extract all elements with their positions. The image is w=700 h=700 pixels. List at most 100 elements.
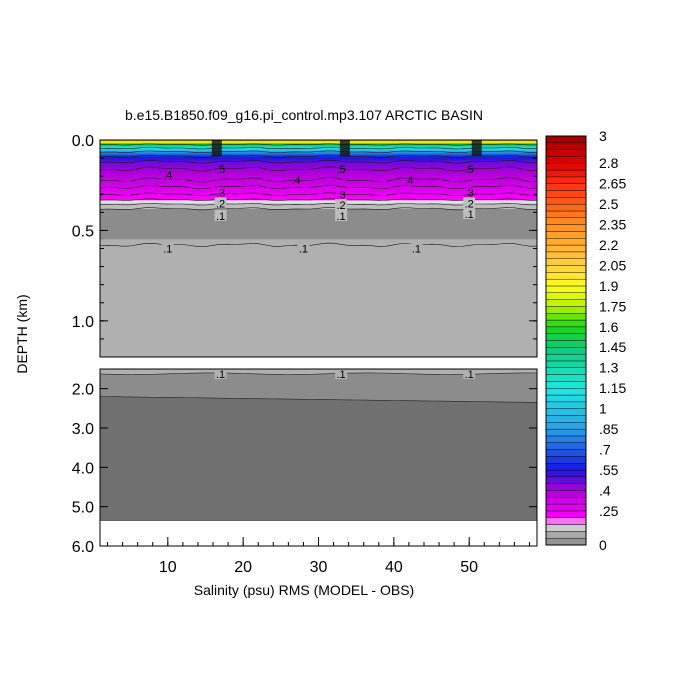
contour-label: .2 [337, 200, 346, 212]
y-tick-label: 1.0 [72, 314, 94, 331]
gradient-band [100, 193, 537, 196]
colorbar-box [545, 238, 587, 246]
gradient-band [100, 194, 537, 196]
colorbar-box [545, 176, 587, 184]
gradient-band [100, 184, 537, 186]
gradient-band [100, 175, 537, 177]
contour-cluster [471, 140, 482, 157]
x-axis-label: Salinity (psu) RMS (MODEL - OBS) [194, 582, 414, 598]
gradient-band [100, 166, 537, 168]
colorbar-label: .7 [599, 442, 611, 458]
colorbar-label: 2.2 [599, 237, 619, 253]
colorbar-box [545, 463, 587, 471]
y-tick-label: 0.0 [72, 133, 94, 150]
contour-label: .4 [163, 169, 172, 181]
gradient-band [100, 179, 537, 181]
gradient-band [100, 148, 537, 151]
gradient-band [100, 186, 537, 189]
y-axis: 0.0 0.5 1.0 2.0 3.0 4.0 5.0 6.0 [72, 133, 537, 556]
y-tick-label: 3.0 [72, 421, 94, 438]
colorbar-label: .85 [599, 421, 619, 437]
gradient-band [100, 149, 537, 152]
gradient-band [100, 142, 537, 144]
contour-label: .1 [216, 369, 225, 381]
colorbar-box [545, 149, 587, 157]
gradient-band [100, 192, 537, 194]
contour-label: .5 [465, 164, 474, 176]
gradient-band [100, 158, 537, 160]
gradient-band [100, 154, 537, 156]
colorbar-box [545, 435, 587, 443]
gradient-band [100, 155, 537, 158]
contour-label: .1 [465, 369, 474, 381]
gradient-band [100, 164, 537, 166]
region-mid-rms [100, 369, 537, 403]
colorbar-box [545, 490, 587, 498]
x-tick-label: 30 [310, 559, 328, 576]
y-axis-label: DEPTH (km) [14, 294, 30, 373]
y-tick-label: 6.0 [72, 539, 94, 556]
colorbar-label: 1.9 [599, 278, 619, 294]
colorbar-box [545, 251, 587, 259]
colorbar-frame [545, 135, 587, 546]
contour-label: .4 [404, 175, 413, 187]
colorbar-box [545, 210, 587, 219]
gradient-band [100, 157, 537, 159]
colorbar-box [545, 224, 587, 232]
colorbar-box [545, 340, 587, 348]
gradient-band [100, 195, 537, 197]
colorbar-label: .4 [599, 483, 611, 499]
contour-label: .1 [412, 244, 421, 256]
colorbar-box [545, 319, 587, 328]
gradient-band [100, 189, 537, 191]
contour-line [100, 396, 537, 403]
colorbar-box [545, 353, 587, 362]
gradient-band [100, 145, 537, 148]
gradient-band [100, 151, 537, 153]
region-0.1-0.15 [100, 203, 537, 209]
colorbar-box [545, 428, 587, 437]
colorbar-box [545, 401, 587, 409]
gradient-band [100, 195, 537, 198]
contour-label: .1 [216, 211, 225, 223]
contour-label: .1 [465, 209, 474, 221]
contour-label: .1 [163, 244, 172, 256]
colorbar-box [545, 449, 587, 457]
colorbar-box [545, 503, 587, 512]
colorbar-box [545, 278, 587, 287]
colorbar-box [545, 306, 587, 314]
colorbar: 3 0 2.8 2.65 2.5 2.35 2.2 2.05 1.9 1.75 1.6 1.45 1.3… [545, 128, 626, 553]
gradient-band [100, 161, 537, 163]
gradient-band [100, 153, 537, 155]
gradient-band [100, 148, 537, 150]
colorbar-box [545, 156, 587, 164]
colorbar-label: 3 [599, 128, 607, 144]
contour-label: .2 [465, 198, 474, 210]
colorbar-label: 1.6 [599, 319, 619, 335]
colorbar-box [545, 415, 587, 423]
colorbar-box [545, 135, 587, 144]
contour-label: .3 [337, 189, 346, 201]
colorbar-box [545, 326, 587, 334]
y-tick-label: 5.0 [72, 500, 94, 517]
contour-line [100, 184, 537, 190]
colorbar-label: .25 [599, 503, 619, 519]
contour-line [100, 177, 537, 183]
colorbar-box [545, 258, 587, 266]
gradient-band [100, 165, 537, 167]
gradient-band [100, 174, 537, 176]
gradient-band [100, 144, 537, 146]
colorbar-box [545, 388, 587, 396]
gradient-band [100, 198, 537, 201]
colorbar-label: 1.3 [599, 360, 619, 376]
colorbar-box [545, 347, 587, 355]
colorbar-box [545, 169, 587, 178]
region-lower-rms [100, 369, 537, 375]
x-tick-label: 50 [460, 559, 478, 576]
colorbar-box [545, 203, 587, 212]
contour-line [100, 143, 537, 146]
colorbar-box [545, 197, 587, 205]
gradient-band [100, 181, 537, 183]
contour-cluster [211, 140, 222, 157]
colorbar-box [545, 367, 587, 375]
